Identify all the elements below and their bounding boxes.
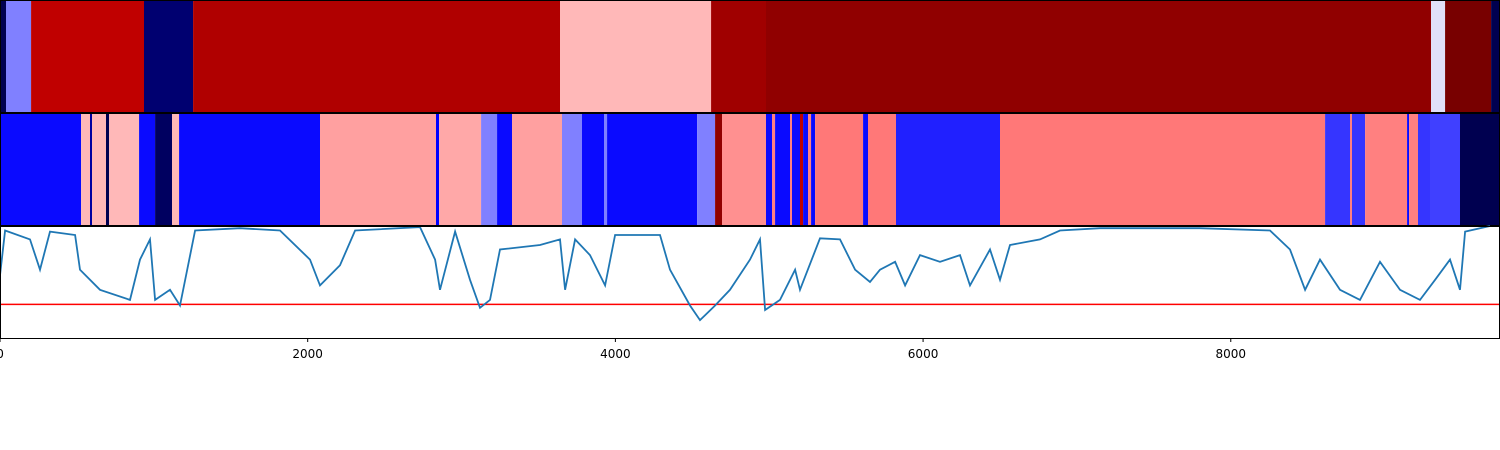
band-segment bbox=[481, 113, 498, 225]
band-segment bbox=[179, 113, 320, 225]
band-segment bbox=[193, 0, 561, 112]
band-segment bbox=[90, 113, 92, 225]
band-segment bbox=[106, 113, 110, 225]
band-segment bbox=[6, 0, 32, 112]
band-segment bbox=[560, 0, 712, 112]
band-segment bbox=[562, 113, 582, 225]
x-tick-label: 2000 bbox=[292, 347, 323, 361]
band-segment bbox=[715, 113, 722, 225]
x-tick-label: 6000 bbox=[908, 347, 939, 361]
x-tick-label: 0 bbox=[0, 347, 4, 361]
band-segment bbox=[512, 113, 562, 225]
band-segment bbox=[792, 113, 800, 225]
band-segment bbox=[92, 113, 106, 225]
band-segment bbox=[896, 113, 1000, 225]
data-line bbox=[0, 225, 1491, 322]
band-segment bbox=[811, 113, 816, 225]
band-segment bbox=[436, 113, 440, 225]
band-segment bbox=[808, 113, 812, 225]
band-segment bbox=[863, 113, 868, 225]
band-segment bbox=[722, 113, 766, 225]
band-segment bbox=[1418, 113, 1430, 225]
band-segment bbox=[439, 113, 482, 225]
band-segment bbox=[1350, 113, 1352, 225]
band-segment bbox=[1352, 113, 1366, 225]
band-segment bbox=[766, 0, 1432, 112]
band-segment bbox=[144, 0, 194, 112]
band-segment bbox=[1000, 113, 1326, 225]
band-segment bbox=[604, 113, 608, 225]
band-segment bbox=[1491, 0, 1500, 112]
x-tick-label: 8000 bbox=[1215, 347, 1246, 361]
band-segment bbox=[800, 113, 804, 225]
band-segment bbox=[803, 113, 808, 225]
band-segment bbox=[766, 113, 772, 225]
band-segment bbox=[1460, 113, 1500, 225]
band-segment bbox=[172, 113, 180, 225]
band-segment bbox=[790, 113, 792, 225]
band-segment bbox=[139, 113, 156, 225]
band-segment bbox=[711, 0, 766, 112]
band-segment bbox=[0, 113, 82, 225]
band-segment bbox=[607, 113, 698, 225]
band-segment bbox=[1430, 113, 1460, 225]
band-segment bbox=[1409, 113, 1418, 225]
band-segment bbox=[697, 113, 716, 225]
band-segment bbox=[1365, 113, 1408, 225]
band-segment bbox=[868, 113, 896, 225]
band-segment bbox=[582, 113, 604, 225]
band-segment bbox=[81, 113, 90, 225]
band-segment bbox=[1431, 0, 1446, 112]
band-segment bbox=[775, 113, 790, 225]
band-segment bbox=[1407, 113, 1410, 225]
band-segment bbox=[0, 0, 6, 112]
band-segment bbox=[320, 113, 436, 225]
band-segment bbox=[1325, 113, 1350, 225]
band-segment bbox=[815, 113, 864, 225]
x-tick-label: 4000 bbox=[600, 347, 631, 361]
band-segment bbox=[1445, 0, 1492, 112]
band-segment bbox=[155, 113, 172, 225]
panel-frame bbox=[0, 226, 1500, 339]
band-segment bbox=[497, 113, 512, 225]
band-segment bbox=[109, 113, 140, 225]
band-segment bbox=[31, 0, 145, 112]
band-segment bbox=[772, 113, 776, 225]
